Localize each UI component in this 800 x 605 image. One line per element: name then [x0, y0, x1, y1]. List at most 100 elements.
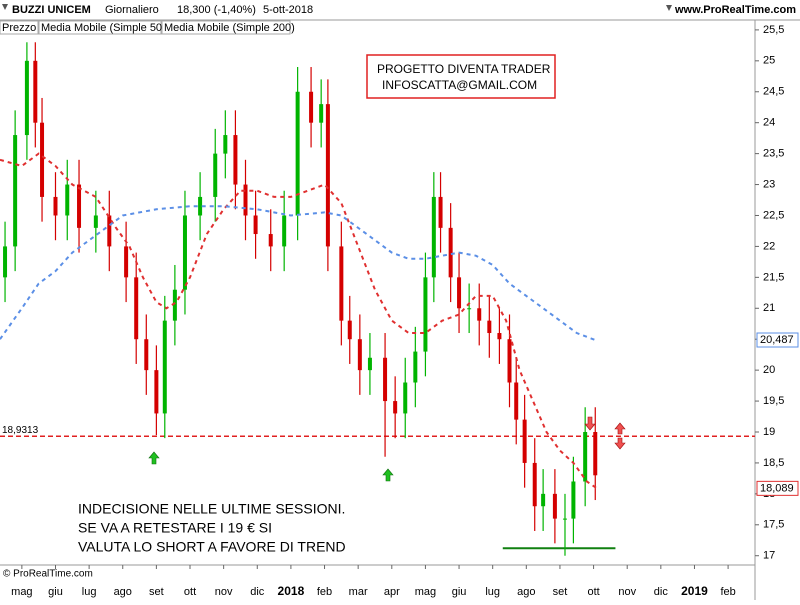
candle-body — [134, 277, 139, 340]
legend-price: Prezzo — [2, 22, 36, 34]
y-tick-label: 17 — [763, 550, 775, 562]
candle-body — [541, 493, 546, 507]
x-tick-label: 2018 — [278, 584, 305, 598]
candle-body — [514, 382, 519, 420]
candle-body — [213, 153, 218, 197]
x-tick-label: lug — [485, 586, 500, 598]
x-tick-label: nov — [618, 586, 636, 598]
y-tick-label: 24 — [763, 117, 775, 129]
candle-body — [497, 333, 502, 340]
x-tick-label: dic — [250, 586, 265, 598]
candle-body — [223, 135, 228, 154]
x-tick-label: giu — [48, 586, 63, 598]
candle-body — [562, 518, 567, 520]
candle-body — [198, 196, 203, 216]
candle-body — [347, 320, 352, 340]
x-tick-label: 2019 — [681, 584, 708, 598]
candle-body — [13, 135, 18, 247]
legend-box — [38, 20, 162, 35]
candle-body — [309, 91, 314, 123]
price-tag — [756, 480, 799, 496]
x-tick-label: mar — [349, 586, 368, 598]
y-tick-label: 20 — [763, 364, 775, 376]
source: www.ProRealTime.com — [674, 4, 796, 16]
candle-body — [393, 401, 398, 414]
candle-body — [65, 184, 70, 216]
x-tick-label: mag — [415, 586, 436, 598]
x-tick-label: ott — [587, 586, 599, 598]
candle-body — [448, 227, 453, 278]
last-price: 18,300 (-1,40%) — [177, 4, 256, 16]
candle-body — [467, 308, 472, 310]
candle-body — [583, 431, 588, 482]
period: Giornaliero — [105, 4, 159, 16]
x-tick-label: feb — [720, 586, 735, 598]
candle-body — [233, 135, 238, 185]
y-tick-label: 23 — [763, 178, 775, 190]
legend-box — [161, 20, 291, 35]
stock-name: BUZZI UNICEM — [12, 4, 91, 16]
x-tick-label: dic — [654, 586, 669, 598]
x-tick-label: apr — [384, 586, 400, 598]
candle-body — [107, 215, 112, 247]
candle-body — [154, 370, 159, 414]
y-tick-label: 17,5 — [763, 519, 784, 531]
info-line: INFOSCATTA@GMAIL.COM — [382, 78, 537, 92]
info-line: PROGETTO DIVENTA TRADER — [377, 62, 551, 76]
candle-body — [319, 104, 324, 123]
candle-body — [295, 91, 300, 216]
candle-body — [457, 277, 462, 309]
y-tick-label: 21,5 — [763, 271, 784, 283]
price-tag-label: 20,487 — [760, 334, 794, 346]
y-tick-label: 21 — [763, 302, 775, 314]
y-tick-label: 24,5 — [763, 86, 784, 98]
y-tick-label: 18,5 — [763, 457, 784, 469]
candle-body — [477, 308, 482, 321]
x-tick-label: set — [553, 586, 568, 598]
candle-body — [357, 339, 362, 371]
candle-body — [431, 196, 436, 278]
y-tick-label: 22 — [763, 240, 775, 252]
up-arrow — [148, 451, 160, 465]
up-arrow — [382, 468, 394, 482]
candle-body — [282, 215, 287, 247]
x-tick-label: giu — [452, 586, 467, 598]
candle-body — [532, 462, 537, 507]
y-tick-label: 23,5 — [763, 148, 784, 160]
candle-body — [438, 196, 443, 228]
candle-body — [182, 215, 187, 290]
date: 5-ott-2018 — [263, 4, 313, 16]
candle-body — [403, 382, 408, 414]
down-arrow — [614, 437, 626, 450]
x-tick-label: ago — [114, 586, 132, 598]
candle-body — [339, 246, 344, 321]
candle-body — [325, 104, 330, 247]
candle-body — [487, 320, 492, 334]
x-tick-label: ago — [517, 586, 535, 598]
x-tick-label: set — [149, 586, 164, 598]
candle-body — [268, 234, 273, 247]
y-tick-label: 19 — [763, 426, 775, 438]
down-arrow — [584, 416, 596, 431]
candle-body — [162, 320, 167, 414]
candle-body — [93, 215, 98, 228]
menu-icon[interactable] — [2, 4, 8, 10]
info-box — [366, 54, 556, 99]
price-tag-label: 18,089 — [760, 482, 794, 494]
y-tick-label: 19,5 — [763, 395, 784, 407]
candle-body — [3, 246, 8, 278]
menu-icon[interactable] — [666, 5, 672, 11]
header-bar — [0, 0, 800, 20]
moving-average — [0, 152, 598, 490]
candle-body — [77, 184, 82, 228]
candle-body — [383, 357, 388, 402]
candle-body — [571, 481, 576, 519]
candle-body — [172, 289, 177, 321]
candle-body — [33, 60, 38, 123]
candle-body — [423, 277, 428, 352]
x-tick-label: ott — [184, 586, 196, 598]
legend-box — [0, 20, 39, 35]
candle-body — [24, 60, 29, 136]
